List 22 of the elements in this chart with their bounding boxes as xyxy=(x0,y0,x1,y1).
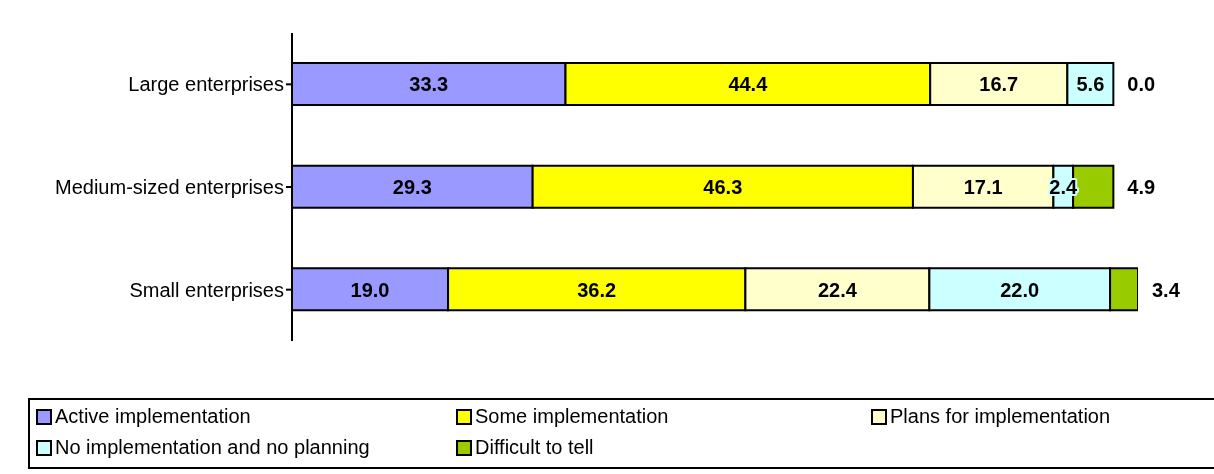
data-label: 19.0 xyxy=(350,278,390,301)
data-label: 33.3 xyxy=(409,73,449,96)
data-label: 5.6 xyxy=(1076,73,1105,96)
data-label: 3.4 xyxy=(1152,278,1181,301)
y-tick-label: Large enterprises xyxy=(128,73,284,96)
data-label: 22.4 xyxy=(817,278,858,301)
legend-label: No implementation and no planning xyxy=(55,436,370,459)
data-label: 4.9 xyxy=(1127,176,1156,198)
data-label: 46.3 xyxy=(703,176,743,198)
data-label: 36.2 xyxy=(577,278,617,301)
legend-label: Active implementation xyxy=(55,405,251,428)
data-label: 0.0 xyxy=(1127,73,1156,96)
data-label: 29.3 xyxy=(392,176,432,198)
data-label: 22.0 xyxy=(1000,278,1040,301)
legend-label: Difficult to tell xyxy=(475,436,594,459)
data-label: 16.7 xyxy=(979,73,1019,96)
legend-label: Some implementation xyxy=(475,405,669,428)
data-label: 44.4 xyxy=(728,73,769,96)
legend-label: Plans for implementation xyxy=(890,405,1111,428)
data-label: 17.1 xyxy=(963,176,1003,198)
y-tick-label: Small enterprises xyxy=(129,278,284,301)
y-tick-label: Medium-sized enterprises xyxy=(55,176,284,199)
